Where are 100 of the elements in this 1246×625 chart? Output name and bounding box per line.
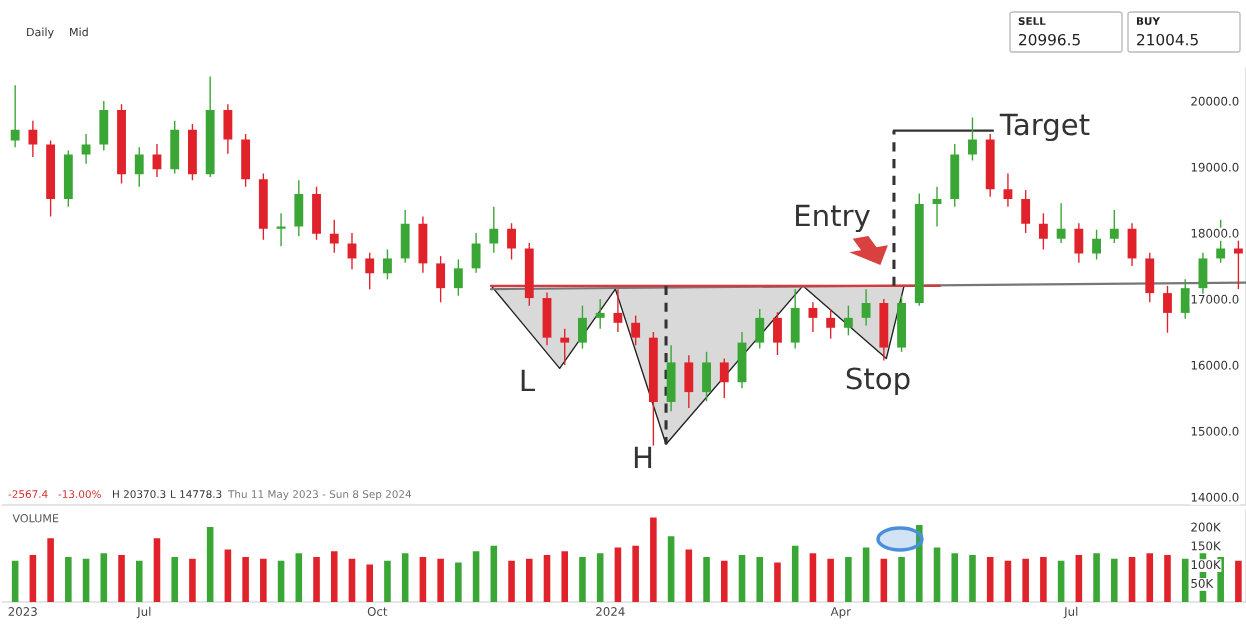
bar: [118, 555, 125, 602]
candlestick: [507, 222, 516, 261]
bar: [419, 556, 427, 602]
bar: [667, 536, 675, 602]
bar: [1111, 558, 1118, 602]
bar: [1004, 560, 1012, 602]
annotation: Target: [999, 113, 1090, 142]
bar: [1075, 555, 1083, 602]
y-tick-label: 16000.0: [1191, 360, 1239, 370]
candlestick: [595, 298, 605, 330]
annotation: H 20370.3: [113, 490, 166, 499]
bar: [153, 538, 161, 602]
candlestick: [826, 308, 836, 340]
bar: [614, 547, 622, 602]
bar: [508, 560, 515, 602]
bar: [809, 553, 817, 602]
annotation: Entry: [796, 204, 870, 233]
candlestick: [560, 328, 570, 366]
bar: [827, 558, 834, 602]
bar: [171, 556, 178, 602]
bar: [1235, 560, 1242, 602]
bar: [1146, 553, 1154, 602]
y-tick-label: 100K: [1191, 560, 1221, 570]
y-tick-label: 200K: [1191, 522, 1221, 532]
candlestick: [968, 116, 977, 162]
y-tick-label: 14000.0: [1191, 492, 1239, 502]
candlestick: [329, 219, 339, 254]
bar: [845, 556, 852, 602]
annotation: L: [521, 369, 535, 392]
bar: [490, 545, 498, 602]
y-tick-label: 17000.0: [1191, 294, 1239, 304]
candlestick: [276, 212, 286, 247]
candlestick: [453, 258, 463, 297]
x-tick-label: Jul: [1063, 606, 1078, 619]
bar: [65, 556, 72, 602]
candlestick: [1109, 209, 1119, 244]
candlestick: [10, 84, 20, 148]
text: BUY: [1136, 17, 1161, 26]
bar: [774, 562, 781, 602]
candlestick: [843, 304, 853, 337]
bar: [348, 558, 356, 602]
bar: [224, 549, 232, 602]
candlestick: [383, 248, 392, 280]
y-tick-label: 20000.0: [1191, 96, 1239, 106]
bar: [579, 556, 586, 602]
annotation: Thu 11 May 2023 - Sun 8 Sep 2024: [227, 489, 412, 501]
candlestick: [861, 288, 871, 327]
bar: [1022, 558, 1029, 602]
bar: [47, 538, 54, 602]
candlestick: [28, 120, 38, 158]
bar: [650, 517, 657, 602]
bar: [543, 555, 551, 602]
bar: [756, 556, 764, 602]
bar: [242, 556, 249, 602]
x-tick-label: Apr: [830, 607, 851, 619]
candlestick: [808, 301, 818, 333]
annotation: Stop: [846, 367, 910, 396]
bar: [313, 556, 320, 602]
text: 20996.5: [1019, 33, 1080, 46]
annotation: L 14778.3: [171, 490, 222, 499]
y-tick-label: 18000.0: [1191, 228, 1239, 238]
bar: [986, 556, 994, 602]
bar: [330, 551, 338, 602]
bar: [277, 560, 285, 602]
bar: [206, 526, 214, 602]
bar: [898, 556, 905, 602]
bar: [880, 558, 888, 602]
annotation: -2567.4: [8, 490, 48, 499]
bar: [685, 549, 693, 602]
bar: [596, 553, 604, 602]
candlestick: [932, 186, 942, 228]
bar: [100, 553, 108, 602]
bar: [951, 553, 959, 602]
bar: [1093, 553, 1100, 602]
text: SELL: [1018, 17, 1046, 26]
bar: [1040, 556, 1047, 602]
candlestick: [1056, 202, 1066, 244]
bar: [720, 560, 728, 602]
bar: [1181, 558, 1189, 602]
bar: [295, 553, 303, 602]
x-tick-label: 2024: [596, 607, 625, 616]
bar: [260, 558, 267, 602]
bar: [11, 560, 19, 602]
bar: [82, 558, 90, 602]
y-tick-label: 19000.0: [1191, 162, 1239, 172]
bar: [1057, 560, 1065, 602]
x-tick-label: 2023: [8, 607, 37, 616]
candlestick: [631, 314, 641, 346]
bar: [933, 547, 941, 602]
bar: [703, 556, 710, 602]
bar: [1128, 556, 1136, 602]
bar: [561, 551, 569, 602]
y-tick-label: 15000.0: [1191, 426, 1239, 436]
bar: [455, 562, 462, 602]
candlestick: [1163, 285, 1172, 334]
bar: [862, 547, 870, 602]
candlestick: [613, 288, 623, 333]
y-tick-label: 150K: [1191, 541, 1221, 551]
x-tick-label: Oct: [367, 607, 388, 616]
bar: [1164, 555, 1171, 602]
